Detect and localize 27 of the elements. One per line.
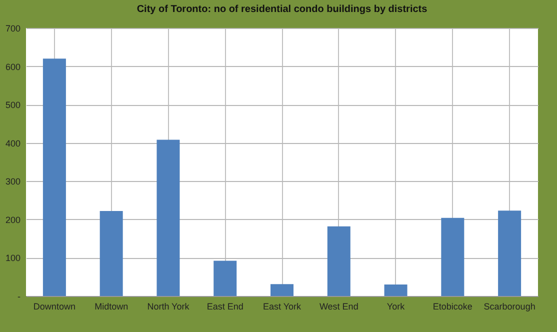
bar [156,140,180,296]
y-tick-label: 500 [5,100,20,110]
x-tick-label: North York [147,302,190,312]
y-tick-label: 400 [5,138,20,148]
bar [100,211,123,296]
bar [214,260,237,296]
bar [327,226,350,296]
x-tick-label: East York [262,302,302,312]
y-tick-label: 700 [5,24,20,34]
x-tick-label: East End [206,302,244,312]
y-tick-label: 300 [5,176,20,187]
x-tick-label: Scarborough [484,302,536,312]
y-tick-label: 600 [5,62,20,72]
bar [384,284,408,296]
x-tick-label: Etobicoke [432,302,472,312]
y-tick-label: 100 [5,253,20,264]
bar [498,210,522,296]
y-tick-label: 200 [5,214,20,225]
chart-title: City of Toronto: no of residential condo buildings by districts [136,4,428,15]
bar [441,218,464,296]
bar [270,284,294,296]
y-tick-label: - [18,292,20,302]
x-tick-label: West End [319,302,358,312]
x-tick-label: Midtown [94,302,128,312]
x-tick-label: Downtown [33,302,76,312]
bar [42,58,66,296]
x-tick-label: York [386,302,406,312]
